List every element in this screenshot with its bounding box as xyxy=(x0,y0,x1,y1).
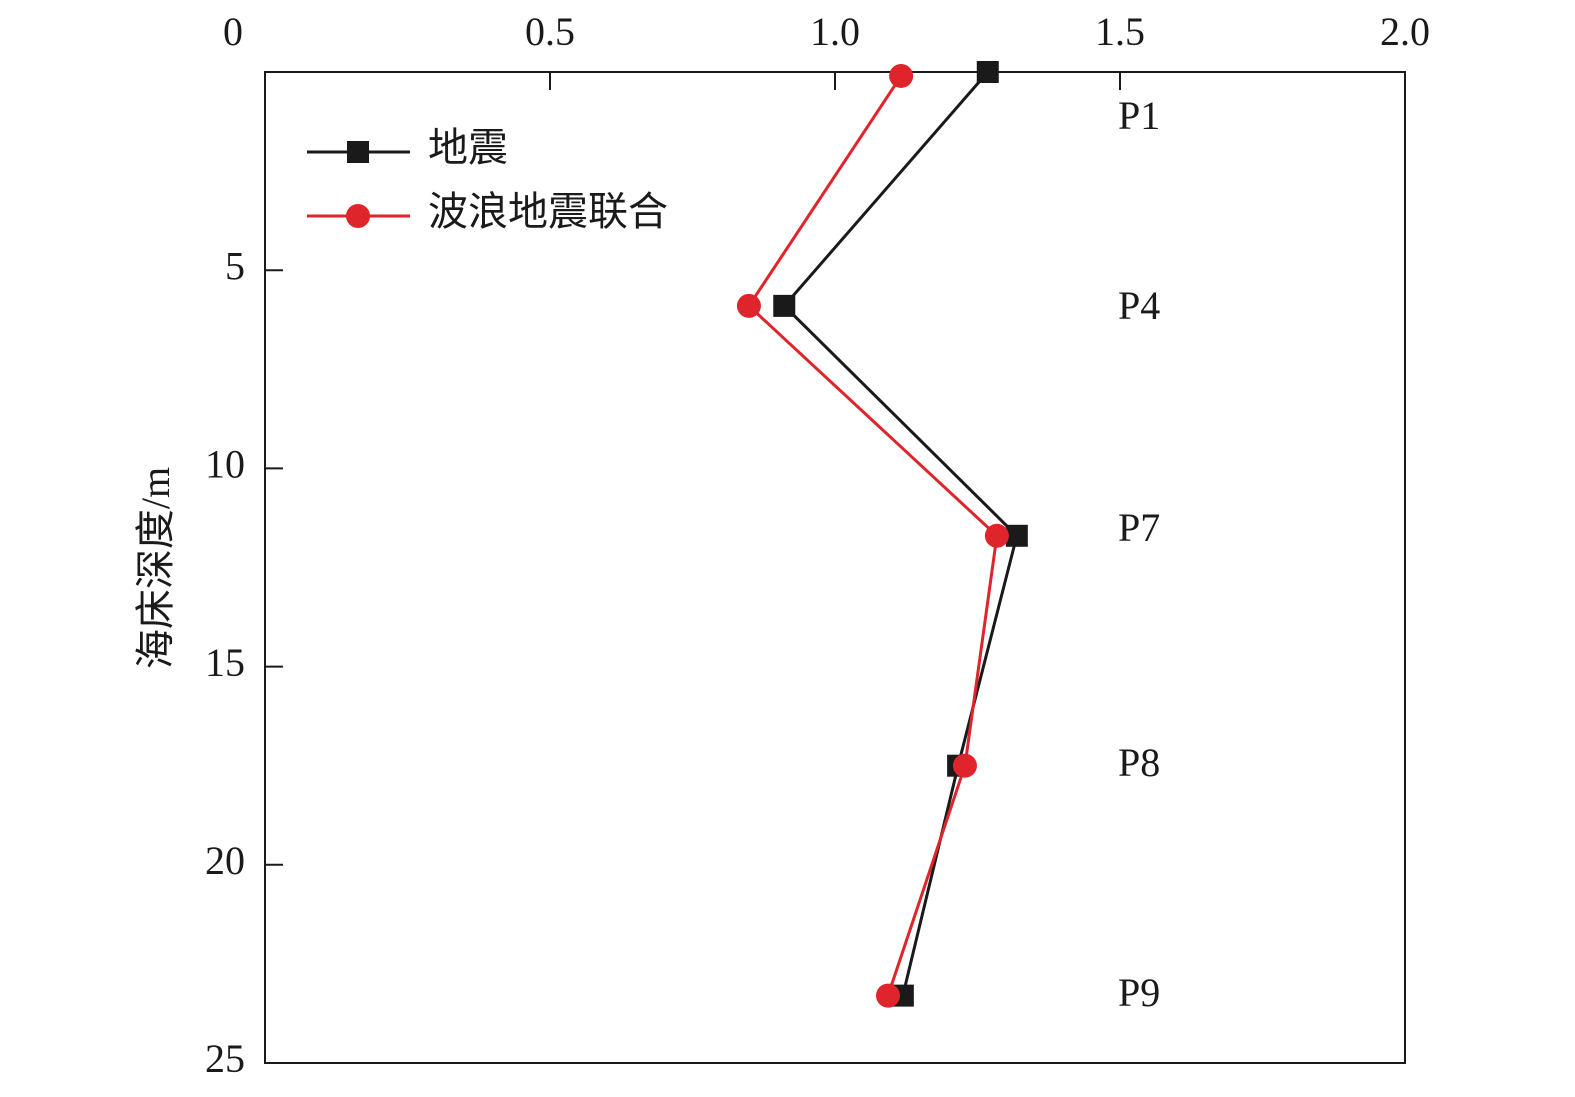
data-point xyxy=(1005,524,1028,547)
legend-marker xyxy=(347,141,369,163)
data-point xyxy=(976,61,999,83)
annotation: P1 xyxy=(1118,93,1160,138)
data-point xyxy=(889,63,914,88)
annotation: P8 xyxy=(1118,740,1160,785)
annotation: P4 xyxy=(1118,283,1160,328)
y-tick-label: 20 xyxy=(205,838,245,883)
data-line xyxy=(782,71,1019,996)
legend-label: 波浪地震联合 xyxy=(428,189,668,234)
y-tick-label: 10 xyxy=(205,442,245,487)
x-tick-label: 1.0 xyxy=(810,9,860,54)
y-axis-label: 海床深度/m xyxy=(133,467,178,669)
y-tick-label: 5 xyxy=(225,243,245,288)
x-tick-label: 0.5 xyxy=(525,9,575,54)
data-point xyxy=(736,293,761,318)
data-line xyxy=(746,75,999,997)
x-tick-label: 2.0 xyxy=(1380,9,1430,54)
data-point xyxy=(876,983,901,1008)
x-tick-label: 1.5 xyxy=(1095,9,1145,54)
annotation: P7 xyxy=(1118,505,1160,550)
legend-marker xyxy=(346,204,370,228)
x-tick-label: 0 xyxy=(223,9,243,54)
legend-label: 地震 xyxy=(428,125,508,170)
data-point xyxy=(773,294,796,317)
data-point xyxy=(952,753,977,778)
annotation: P9 xyxy=(1118,970,1160,1015)
y-tick-label: 25 xyxy=(205,1036,245,1081)
y-tick-label: 15 xyxy=(205,640,245,685)
data-point xyxy=(984,523,1009,548)
